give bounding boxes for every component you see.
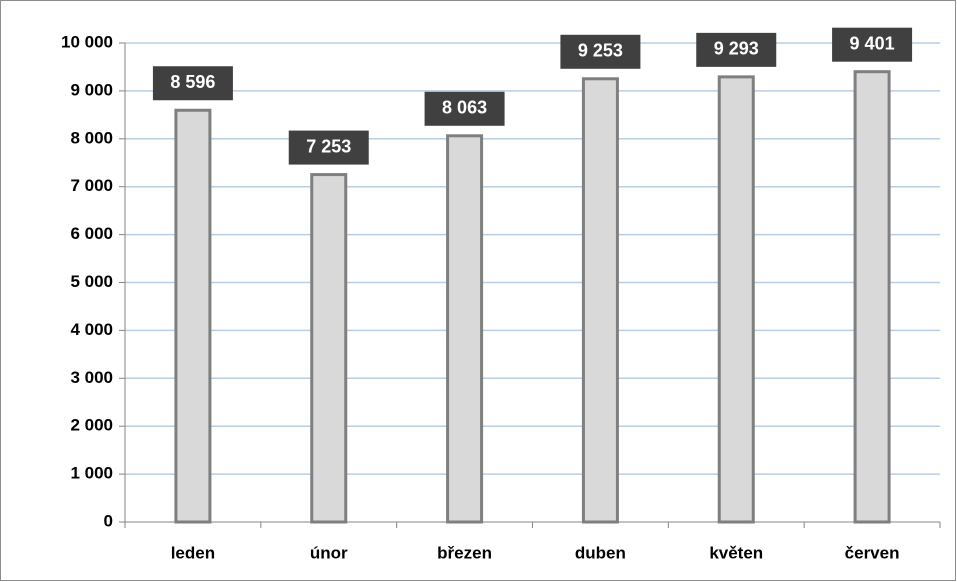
value-label-box xyxy=(152,66,233,101)
value-label-box xyxy=(424,91,505,126)
x-tick-label: leden xyxy=(171,543,215,562)
y-tick-label: 9 000 xyxy=(70,80,113,99)
value-label-box xyxy=(560,34,641,69)
y-tick-label: 7 000 xyxy=(70,176,113,195)
x-tick-label: květen xyxy=(709,543,763,562)
value-label: 9 401 xyxy=(850,33,895,53)
value-label-box xyxy=(832,27,913,62)
y-tick-label: 1 000 xyxy=(70,464,113,483)
x-tick-label: duben xyxy=(575,543,626,562)
y-tick-label: 3 000 xyxy=(70,368,113,387)
bar xyxy=(853,70,891,524)
bar xyxy=(446,134,484,524)
value-label: 7 253 xyxy=(306,136,351,156)
y-tick-label: 0 xyxy=(104,511,113,530)
y-tick-label: 4 000 xyxy=(70,320,113,339)
bar xyxy=(174,108,212,524)
x-tick-label: březen xyxy=(437,543,492,562)
bar xyxy=(581,77,619,524)
y-tick-label: 6 000 xyxy=(70,224,113,243)
bar xyxy=(310,173,348,524)
y-tick-label: 5 000 xyxy=(70,272,113,291)
y-tick-label: 10 000 xyxy=(61,32,113,51)
value-label: 8 063 xyxy=(442,98,487,118)
value-label: 9 253 xyxy=(578,41,623,61)
value-label-box xyxy=(696,32,777,67)
x-tick-label: únor xyxy=(310,543,348,562)
bar xyxy=(717,75,755,524)
value-label: 8 596 xyxy=(170,72,215,92)
y-tick-label: 2 000 xyxy=(70,416,113,435)
x-tick-label: červen xyxy=(845,543,900,562)
value-label-box xyxy=(288,130,369,165)
value-label: 9 293 xyxy=(714,39,759,59)
y-tick-label: 8 000 xyxy=(70,128,113,147)
